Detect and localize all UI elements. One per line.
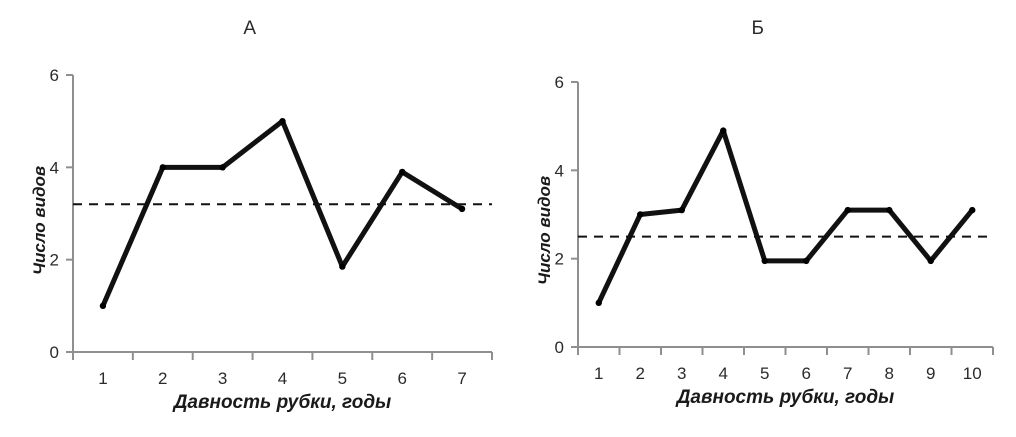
data-series-line xyxy=(596,128,975,306)
y-tick-label: 4 xyxy=(555,161,564,180)
x-tick-label: 4 xyxy=(719,364,728,383)
panel-b-plot: 0 2 4 6 1 2 3 4 5 6 7 8 9 10 xyxy=(555,73,994,383)
x-tick-label: 4 xyxy=(278,369,287,388)
y-tick-label: 2 xyxy=(555,250,564,269)
x-tick-label: 6 xyxy=(802,364,811,383)
data-point-marker xyxy=(219,164,226,171)
x-tick-label: 10 xyxy=(963,364,982,383)
x-tick-label: 3 xyxy=(218,369,227,388)
panel-a-plot: 0 2 4 6 1 2 3 4 5 6 7 xyxy=(50,66,493,388)
data-series-line xyxy=(100,118,465,309)
data-point-marker xyxy=(803,257,810,265)
data-point-marker xyxy=(678,206,685,214)
y-tick-label: 6 xyxy=(555,73,564,92)
data-point-marker xyxy=(279,117,286,125)
y-tick-label: 2 xyxy=(50,251,59,270)
data-point-marker xyxy=(637,211,644,218)
panel-a-x-axis-label: Давность рубки, годы xyxy=(173,392,392,413)
x-tick-label: 5 xyxy=(338,369,347,388)
x-tick-label: 3 xyxy=(677,364,686,383)
data-point-marker xyxy=(886,206,893,214)
x-tick-label: 2 xyxy=(636,364,645,383)
data-point-marker xyxy=(595,299,602,307)
x-tick-label: 9 xyxy=(926,364,935,383)
y-tick-label: 4 xyxy=(50,158,59,177)
data-point-marker xyxy=(159,164,166,171)
data-point-marker xyxy=(969,206,976,214)
data-point-marker xyxy=(399,168,406,176)
data-point-marker xyxy=(761,257,768,265)
y-tick-label: 6 xyxy=(50,66,59,85)
x-tick-label: 1 xyxy=(98,369,107,388)
data-point-marker xyxy=(99,302,107,310)
data-point-marker xyxy=(844,206,851,214)
y-tick-label: 0 xyxy=(50,343,59,362)
data-point-marker xyxy=(720,127,727,134)
x-tick-label: 8 xyxy=(885,364,894,383)
x-tick-label: 6 xyxy=(397,369,406,388)
x-tick-label: 7 xyxy=(457,369,466,388)
data-point-marker xyxy=(927,257,934,265)
data-point-marker xyxy=(339,263,346,270)
x-tick-label: 7 xyxy=(843,364,852,383)
data-point-marker xyxy=(458,205,466,213)
panel-b-x-axis-label: Давность рубки, годы xyxy=(676,387,895,408)
x-tick-label: 2 xyxy=(158,369,167,388)
y-tick-label: 0 xyxy=(555,338,564,357)
x-tick-label: 5 xyxy=(760,364,769,383)
x-tick-label: 1 xyxy=(594,364,603,383)
panel-a-title: А xyxy=(243,18,257,39)
panel-b-title: Б xyxy=(751,18,765,39)
